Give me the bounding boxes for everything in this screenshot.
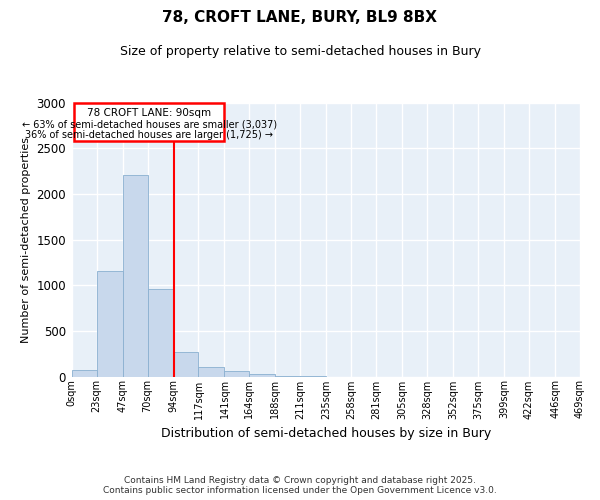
Y-axis label: Number of semi-detached properties: Number of semi-detached properties [21,136,31,342]
Text: 78 CROFT LANE: 90sqm: 78 CROFT LANE: 90sqm [87,108,211,118]
Text: ← 63% of semi-detached houses are smaller (3,037): ← 63% of semi-detached houses are smalle… [22,120,277,130]
Text: Size of property relative to semi-detached houses in Bury: Size of property relative to semi-detach… [119,45,481,58]
Bar [148,289,173,376]
Bar [199,367,224,376]
Bar [250,374,275,376]
Bar [97,272,122,376]
FancyBboxPatch shape [74,102,224,141]
X-axis label: Distribution of semi-detached houses by size in Bury: Distribution of semi-detached houses by … [161,427,491,440]
Bar [122,174,148,376]
Bar [71,370,97,376]
Text: 78, CROFT LANE, BURY, BL9 8BX: 78, CROFT LANE, BURY, BL9 8BX [163,10,437,25]
Text: 36% of semi-detached houses are larger (1,725) →: 36% of semi-detached houses are larger (… [25,130,273,140]
Text: Contains HM Land Registry data © Crown copyright and database right 2025.
Contai: Contains HM Land Registry data © Crown c… [103,476,497,495]
Bar [173,352,199,376]
Bar [224,372,250,376]
